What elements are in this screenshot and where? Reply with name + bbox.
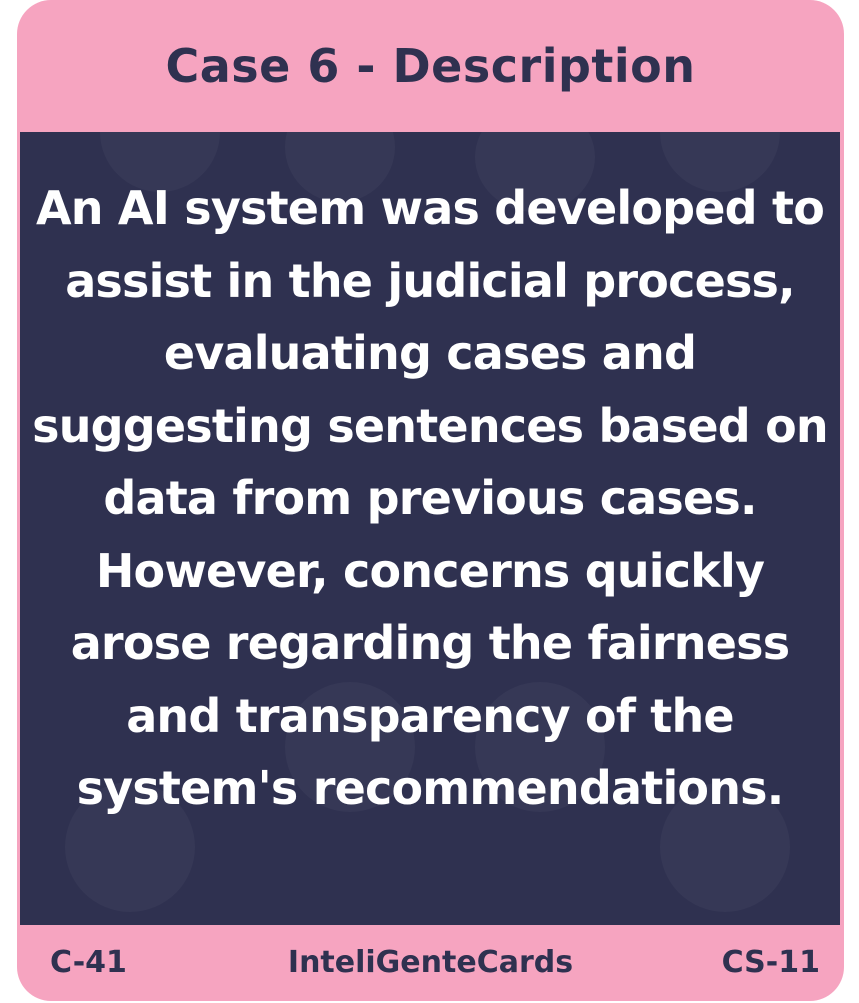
description-panel: An AI system was developed to assist in …	[20, 132, 840, 925]
card-code-right: CS-11	[721, 945, 820, 980]
case-description: An AI system was developed to assist in …	[32, 181, 829, 815]
brand-name: InteliGenteCards	[287, 945, 574, 980]
card-code-left: C-41	[50, 945, 127, 980]
card-footer: C-41 InteliGenteCards CS-11	[17, 925, 844, 1001]
card-header: Case 6 - Description	[17, 0, 844, 132]
case-card: Case 6 - Description An AI system was de…	[17, 0, 844, 1001]
card-title: Case 6 - Description	[165, 39, 696, 93]
